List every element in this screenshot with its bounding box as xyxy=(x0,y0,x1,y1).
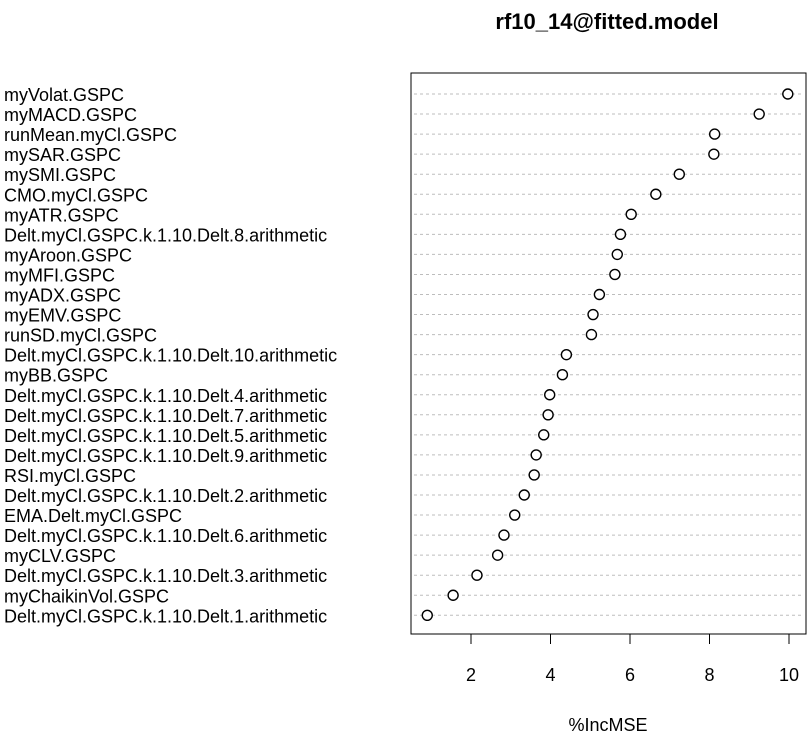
category-label: Delt.myCl.GSPC.k.1.10.Delt.7.arithmetic xyxy=(4,406,327,426)
x-axis-label: %IncMSE xyxy=(568,715,647,735)
x-tick-label: 10 xyxy=(779,665,799,685)
data-point xyxy=(614,228,627,241)
data-point xyxy=(708,128,721,140)
category-label: runMean.myCl.GSPC xyxy=(4,125,177,145)
x-axis: 2 4 6 8 10 xyxy=(466,633,799,685)
category-label: mySAR.GSPC xyxy=(4,145,121,165)
data-point xyxy=(560,348,573,361)
category-label: Delt.myCl.GSPC.k.1.10.Delt.9.arithmetic xyxy=(4,446,327,466)
data-point xyxy=(673,168,685,180)
data-point xyxy=(753,108,765,120)
data-point xyxy=(650,188,662,200)
category-labels: myVolat.GSPCmyMACD.GSPCrunMean.myCl.GSPC… xyxy=(4,85,337,626)
category-label: myMFI.GSPC xyxy=(4,265,115,285)
data-point xyxy=(609,268,621,281)
data-point xyxy=(587,308,599,321)
data-point xyxy=(556,369,569,381)
data-point xyxy=(593,288,606,301)
data-point xyxy=(518,489,530,501)
category-label: Delt.myCl.GSPC.k.1.10.Delt.1.arithmetic xyxy=(4,606,327,626)
data-point xyxy=(708,148,720,160)
x-tick-label: 6 xyxy=(625,665,635,685)
category-label: myMACD.GSPC xyxy=(4,105,137,125)
data-point xyxy=(542,409,554,421)
category-label: Delt.myCl.GSPC.k.1.10.Delt.10.arithmetic xyxy=(4,346,337,366)
data-point xyxy=(528,469,540,481)
plot-frame xyxy=(410,72,807,635)
category-label: EMA.Delt.myCl.GSPC xyxy=(4,506,182,526)
category-label: Delt.myCl.GSPC.k.1.10.Delt.3.arithmetic xyxy=(4,566,327,586)
chart-title: rf10_14@fitted.model xyxy=(495,9,718,34)
x-tick-label: 2 xyxy=(466,665,476,685)
category-label: myVolat.GSPC xyxy=(4,85,124,105)
category-label: myAroon.GSPC xyxy=(4,245,132,265)
category-label: myATR.GSPC xyxy=(4,205,119,225)
data-point xyxy=(782,88,794,100)
category-label: myEMV.GSPC xyxy=(4,306,121,326)
x-tick-label: 4 xyxy=(545,665,555,685)
category-label: CMO.myCl.GSPC xyxy=(4,185,148,205)
category-label: RSI.myCl.GSPC xyxy=(4,466,136,486)
category-label: Delt.myCl.GSPC.k.1.10.Delt.2.arithmetic xyxy=(4,486,327,506)
grid-lines xyxy=(414,93,803,616)
category-label: Delt.myCl.GSPC.k.1.10.Delt.5.arithmetic xyxy=(4,426,327,446)
data-point xyxy=(491,549,504,561)
category-label: Delt.myCl.GSPC.k.1.10.Delt.4.arithmetic xyxy=(4,386,327,406)
data-point xyxy=(509,509,521,521)
data-point xyxy=(471,569,483,581)
data-point xyxy=(625,208,637,221)
data-point xyxy=(530,449,542,461)
data-point xyxy=(538,429,550,441)
data-points xyxy=(421,88,794,621)
data-point xyxy=(498,529,510,541)
category-label: runSD.myCl.GSPC xyxy=(4,326,157,346)
data-point xyxy=(544,389,556,401)
category-label: myBB.GSPC xyxy=(4,366,108,386)
category-label: myCLV.GSPC xyxy=(4,546,116,566)
category-label: Delt.myCl.GSPC.k.1.10.Delt.6.arithmetic xyxy=(4,526,327,546)
x-tick-label: 8 xyxy=(704,665,714,685)
category-label: Delt.myCl.GSPC.k.1.10.Delt.8.arithmetic xyxy=(4,225,327,245)
data-point xyxy=(421,609,433,621)
data-point xyxy=(585,328,598,341)
category-label: mySMI.GSPC xyxy=(4,165,116,185)
data-point xyxy=(611,248,623,261)
category-label: myADX.GSPC xyxy=(4,286,121,306)
data-point xyxy=(447,589,459,601)
category-label: myChaikinVol.GSPC xyxy=(4,586,169,606)
